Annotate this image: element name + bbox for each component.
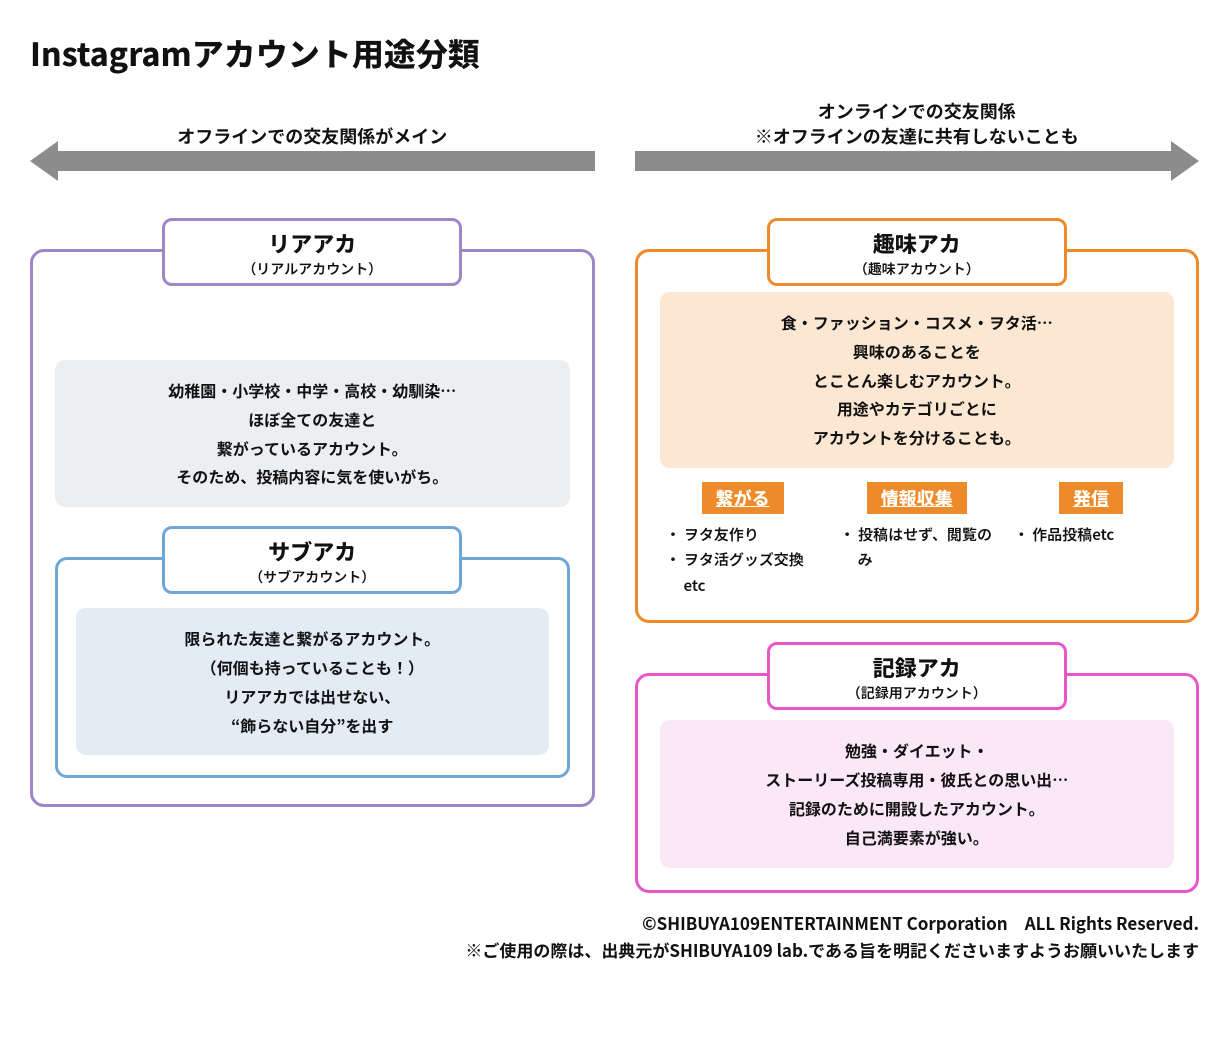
hobby-account-box: 趣味アカ （趣味アカウント） 食・ファッション・コスメ・ヲタ活… 興味のあること…: [635, 249, 1200, 623]
hobby-list-item: 投稿はせず、閲覧のみ: [840, 522, 1000, 573]
sub-account-title: サブアカ: [205, 535, 419, 567]
real-account-box: リアアカ （リアルアカウント） 幼稚園・小学校・中学・高校・幼馴染… ほぼ全ての…: [30, 249, 595, 807]
sub-account-box: サブアカ （サブアカウント） 限られた友達と繋がるアカウント。 （何個も持ってい…: [55, 557, 570, 778]
record-account-box: 記録アカ （記録用アカウント） 勉強・ダイエット・ ストーリーズ投稿専用・彼氏と…: [635, 673, 1200, 892]
hobby-sub-columns: 繋がるヲタ友作りヲタ活グッズ交換 etc情報収集投稿はせず、閲覧のみ発信作品投稿…: [660, 482, 1175, 599]
real-account-desc: 幼稚園・小学校・中学・高校・幼馴染… ほぼ全ての友達と 繋がっているアカウント。…: [55, 360, 570, 507]
hobby-account-desc: 食・ファッション・コスメ・ヲタ活… 興味のあることを とことん楽しむアカウント。…: [660, 292, 1175, 468]
footer-copyright: ©SHIBUYA109ENTERTAINMENT Corporation ALL…: [30, 909, 1199, 936]
hobby-account-tab: 趣味アカ （趣味アカウント）: [767, 218, 1067, 286]
hobby-list: 投稿はせず、閲覧のみ: [834, 522, 1000, 573]
axis-arrow-left: オフラインでの交友関係がメイン: [30, 131, 595, 191]
record-account-title: 記録アカ: [810, 651, 1024, 683]
real-account-title: リアアカ: [205, 227, 419, 259]
record-account-sub: （記録用アカウント）: [810, 683, 1024, 703]
hobby-tag: 繋がる: [702, 482, 784, 514]
axis-left-label: オフラインでの交友関係がメイン: [30, 124, 595, 149]
hobby-tag: 発信: [1059, 482, 1123, 514]
axis-right-label: オンラインでの交友関係 ※オフラインの友達に共有しないことも: [635, 99, 1200, 149]
hobby-list-item: ヲタ活グッズ交換 etc: [666, 547, 826, 598]
footer-note: ※ご使用の際は、出典元がSHIBUYA109 lab.である旨を明記くださいます…: [30, 936, 1199, 963]
hobby-tag: 情報収集: [867, 482, 967, 514]
left-column: リアアカ （リアルアカウント） 幼稚園・小学校・中学・高校・幼馴染… ほぼ全ての…: [30, 219, 595, 807]
hobby-list-item: 作品投稿etc: [1014, 522, 1174, 548]
footer: ©SHIBUYA109ENTERTAINMENT Corporation ALL…: [30, 909, 1199, 963]
sub-account-sub: （サブアカウント）: [205, 567, 419, 587]
record-account-tab: 記録アカ （記録用アカウント）: [767, 642, 1067, 710]
hobby-account-title: 趣味アカ: [810, 227, 1024, 259]
record-account-desc: 勉強・ダイエット・ ストーリーズ投稿専用・彼氏との思い出… 記録のために開設した…: [660, 720, 1175, 867]
real-account-tab: リアアカ （リアルアカウント）: [162, 218, 462, 286]
axis-row: オフラインでの交友関係がメイン オンラインでの交友関係 ※オフラインの友達に共有…: [30, 131, 1199, 191]
hobby-list: ヲタ友作りヲタ活グッズ交換 etc: [660, 522, 826, 599]
hobby-list: 作品投稿etc: [1008, 522, 1174, 548]
page-title: Instagramアカウント用途分類: [30, 30, 1199, 76]
real-account-sub: （リアルアカウント）: [205, 259, 419, 279]
hobby-col-1: 情報収集投稿はせず、閲覧のみ: [834, 482, 1000, 599]
sub-account-desc: 限られた友達と繋がるアカウント。 （何個も持っていることも！） リアアカでは出せ…: [76, 608, 549, 755]
hobby-list-item: ヲタ友作り: [666, 522, 826, 548]
axis-arrow-right: オンラインでの交友関係 ※オフラインの友達に共有しないことも: [635, 131, 1200, 191]
hobby-account-sub: （趣味アカウント）: [810, 259, 1024, 279]
sub-account-tab: サブアカ （サブアカウント）: [162, 526, 462, 594]
right-column: 趣味アカ （趣味アカウント） 食・ファッション・コスメ・ヲタ活… 興味のあること…: [635, 219, 1200, 893]
hobby-col-0: 繋がるヲタ友作りヲタ活グッズ交換 etc: [660, 482, 826, 599]
hobby-col-2: 発信作品投稿etc: [1008, 482, 1174, 599]
